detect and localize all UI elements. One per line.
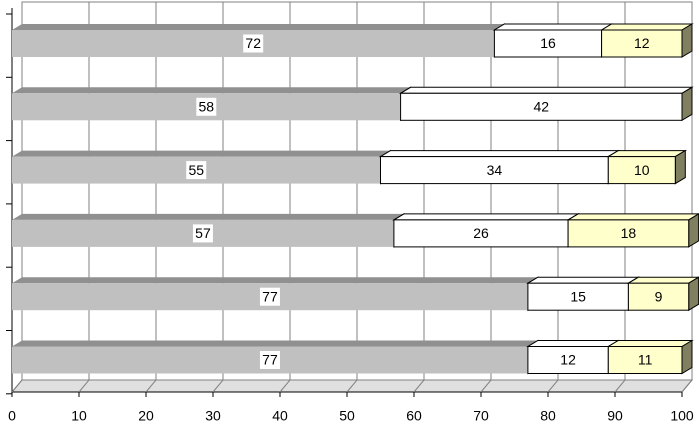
value-label: 10: [634, 162, 650, 178]
value-label: 9: [655, 288, 663, 304]
x-tick-label: 80: [540, 408, 556, 424]
value-label: 11: [638, 352, 653, 368]
bar-top: [626, 276, 699, 284]
x-tick-label: 90: [607, 408, 623, 424]
bar-top: [599, 23, 694, 31]
bar-side: [681, 339, 693, 375]
value-label: 57: [195, 225, 211, 241]
value-label: 16: [540, 35, 556, 51]
value-label: 12: [560, 352, 576, 368]
value-label: 55: [188, 162, 204, 178]
floor-line: [614, 379, 626, 393]
bar-top: [12, 340, 538, 347]
x-tick-label: 50: [339, 408, 355, 424]
label-bg: [196, 97, 217, 116]
x-tick-label: 0: [8, 408, 16, 424]
bar-top: [606, 340, 694, 347]
floor-line: [279, 379, 291, 393]
floor-line: [78, 379, 90, 393]
bar: [607, 156, 676, 185]
bar-top: [12, 150, 391, 157]
x-tick-label: 100: [670, 408, 694, 424]
bar-top: [12, 213, 404, 220]
bar-side: [688, 276, 699, 312]
bar-side: [681, 86, 693, 122]
floor-line: [145, 379, 157, 393]
value-label: 26: [473, 225, 489, 241]
label-bg: [192, 224, 213, 243]
bar: [607, 346, 683, 374]
bar-top: [12, 24, 505, 30]
bar-top: [526, 276, 641, 284]
label-bg: [259, 287, 280, 306]
bar: [393, 219, 569, 248]
x-tick-label: 60: [406, 408, 422, 424]
floor-line: [547, 379, 559, 393]
bar: [380, 156, 609, 185]
value-label: 77: [262, 288, 278, 304]
x-tick-label: 30: [205, 408, 221, 424]
value-label: 42: [534, 99, 550, 115]
value-label: 58: [199, 99, 215, 115]
floor-line: [212, 379, 224, 393]
label-bg: [186, 161, 207, 180]
value-label: 72: [245, 35, 261, 51]
floor-line: [346, 379, 358, 393]
value-label: 15: [570, 288, 586, 304]
bar: [627, 282, 690, 311]
bar-top: [526, 340, 621, 347]
floor-line: [413, 379, 425, 393]
bar-top: [392, 213, 580, 221]
label-bg: [243, 34, 264, 53]
value-label: 34: [487, 162, 503, 178]
bar: [493, 29, 603, 58]
floor-line: [480, 379, 492, 393]
bar-side: [688, 213, 699, 248]
bar-top: [606, 150, 688, 158]
bar-top: [12, 87, 411, 94]
floor-line: [681, 379, 693, 393]
x-tick-label: 70: [473, 408, 489, 424]
label-bg: [259, 351, 280, 369]
bar-side: [674, 149, 686, 185]
bar: [400, 92, 683, 121]
bar: [567, 219, 690, 248]
value-label: 18: [621, 225, 637, 241]
bar: [601, 29, 683, 58]
bar: [527, 282, 629, 311]
bar-top: [378, 150, 621, 158]
floor-line: [11, 379, 23, 393]
x-tick-label: 20: [138, 408, 154, 424]
bar-top: [492, 23, 614, 31]
x-tick-label: 40: [272, 408, 288, 424]
bar-top: [398, 86, 694, 94]
x-tick-label: 10: [71, 408, 87, 424]
bar-side: [681, 23, 693, 58]
bar: [527, 346, 609, 374]
bar-top: [566, 213, 699, 221]
value-label: 12: [634, 35, 650, 51]
bar-top: [12, 277, 538, 284]
value-label: 77: [262, 352, 278, 368]
